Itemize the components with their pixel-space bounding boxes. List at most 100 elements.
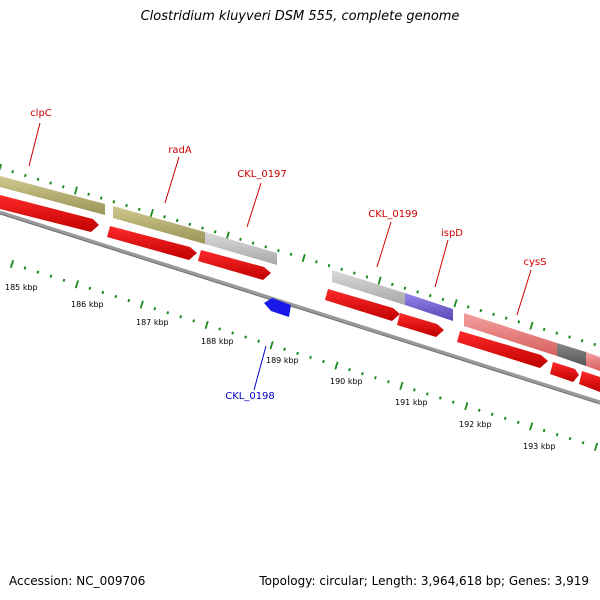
- cds-arrow-ispD: [397, 313, 444, 337]
- scale-minor-tick: [166, 311, 170, 315]
- cds-arrow-clpC: [0, 195, 99, 232]
- cds-arrow-small-2: [579, 371, 600, 392]
- scale-minor-tick: [244, 335, 248, 339]
- feature-track: [0, 176, 600, 371]
- scale-major-tick: [9, 259, 15, 269]
- feature-CKL_0199: [332, 270, 405, 305]
- outer-minor-tick: [163, 215, 166, 219]
- cds-arrow-CKL_0197: [198, 250, 271, 280]
- outer-minor-tick: [492, 312, 495, 317]
- scale-minor-tick: [555, 432, 559, 437]
- scale-minor-tick: [114, 294, 118, 299]
- scale-minor-tick: [516, 420, 520, 425]
- outer-minor-tick: [504, 316, 508, 320]
- scale-minor-tick: [477, 408, 481, 412]
- outer-minor-tick: [175, 218, 179, 223]
- feature-unnamed-dark: [557, 343, 586, 366]
- scale-minor-tick: [296, 351, 299, 355]
- outer-major-tick: [0, 163, 3, 172]
- feature-CKL_0197: [205, 232, 277, 265]
- outer-major-tick: [301, 254, 306, 263]
- outer-minor-tick: [466, 305, 470, 309]
- cds-arrow-CKL_0198: [264, 298, 291, 317]
- scale-minor-tick: [231, 331, 235, 335]
- scale-minor-tick: [36, 270, 40, 274]
- scale-major-tick: [594, 442, 599, 451]
- outer-minor-tick: [517, 320, 521, 324]
- outer-minor-tick: [87, 192, 90, 196]
- outer-minor-tick: [555, 331, 559, 335]
- scale-minor-tick: [348, 367, 351, 372]
- outer-major-tick: [377, 276, 382, 285]
- feature-unnamed-pink: [586, 352, 600, 371]
- gene-label-CKL_0199: CKL_0199: [368, 209, 418, 220]
- scale-minor-tick: [412, 388, 416, 392]
- outer-minor-tick: [340, 267, 344, 271]
- outer-minor-tick: [112, 200, 116, 204]
- outer-minor-tick: [416, 290, 419, 294]
- cds-arrow-cysS: [457, 331, 548, 368]
- gene-label-cysS: cysS: [524, 257, 547, 268]
- outer-major-tick: [529, 321, 534, 330]
- kbp-label-186: 186 kbp: [71, 300, 104, 309]
- outer-minor-tick: [137, 207, 141, 211]
- scale-major-tick: [74, 280, 79, 289]
- scale-minor-tick: [88, 286, 92, 291]
- outer-minor-tick: [201, 226, 204, 230]
- outer-minor-tick: [11, 170, 15, 174]
- gene-label-CKL_0197: CKL_0197: [237, 169, 287, 180]
- outer-minor-tick: [99, 196, 103, 200]
- accession-text: Accession: NC_009706: [9, 574, 146, 588]
- kbp-label-191: 191 kbp: [395, 398, 428, 407]
- outer-minor-tick: [23, 173, 27, 178]
- scale-minor-tick: [374, 376, 377, 380]
- scale-major-tick: [269, 341, 274, 350]
- gene-labels: clpC radA CKL_0197 CKL_0198 CKL_0199 isp…: [30, 108, 546, 402]
- outer-major-tick: [453, 299, 458, 308]
- scale-minor-tick: [23, 266, 27, 270]
- outer-minor-tick: [315, 260, 318, 264]
- outer-minor-tick: [593, 342, 597, 347]
- gene-label-ispD: ispD: [441, 228, 463, 239]
- outer-major-tick: [73, 186, 78, 195]
- scale-minor-tick: [451, 400, 455, 404]
- outer-minor-tick: [365, 275, 369, 279]
- cds-track: [0, 195, 600, 392]
- scale-minor-tick: [179, 315, 183, 319]
- scale-minor-tick: [153, 307, 157, 311]
- outer-minor-tick: [441, 297, 445, 302]
- outer-minor-tick: [125, 203, 128, 208]
- outer-minor-tick: [49, 181, 52, 185]
- outer-minor-tick: [36, 177, 40, 181]
- outer-minor-tick: [327, 263, 331, 268]
- scale-minor-tick: [425, 392, 429, 396]
- outer-minor-tick: [352, 271, 356, 275]
- scale-minor-tick: [49, 274, 53, 278]
- topology-text: Topology: circular; Length: 3,964,618 bp…: [259, 574, 589, 588]
- gene-label-clpC: clpC: [30, 108, 52, 119]
- genome-backbone-shadow: [0, 213, 600, 405]
- scale-major-tick: [334, 361, 339, 370]
- feature-radA: [113, 206, 205, 244]
- scale-minor-tick: [361, 372, 364, 376]
- gene-label-CKL_0198: CKL_0198: [225, 391, 275, 402]
- outer-major-tick: [225, 231, 230, 240]
- scale-minor-tick: [581, 441, 585, 445]
- scale-minor-tick: [283, 347, 286, 351]
- map-title: Clostridium kluyveri DSM 555, complete g…: [140, 9, 460, 24]
- scale-major-tick: [464, 402, 469, 411]
- scale-minor-tick: [309, 355, 312, 360]
- kbp-label-189: 189 kbp: [266, 356, 299, 365]
- genome-backbone: [0, 210, 600, 404]
- scale-minor-tick: [62, 278, 66, 282]
- scale-minor-tick: [542, 428, 546, 433]
- gene-label-radA: radA: [168, 145, 192, 156]
- kbp-label-185: 185 kbp: [5, 283, 38, 292]
- scale-major-tick: [204, 320, 209, 330]
- scale-minor-tick: [257, 339, 260, 343]
- kbp-label-188: 188 kbp: [201, 337, 234, 346]
- kbp-label-192: 192 kbp: [459, 420, 492, 429]
- scale-major-tick: [529, 422, 534, 431]
- outer-minor-tick: [403, 286, 407, 290]
